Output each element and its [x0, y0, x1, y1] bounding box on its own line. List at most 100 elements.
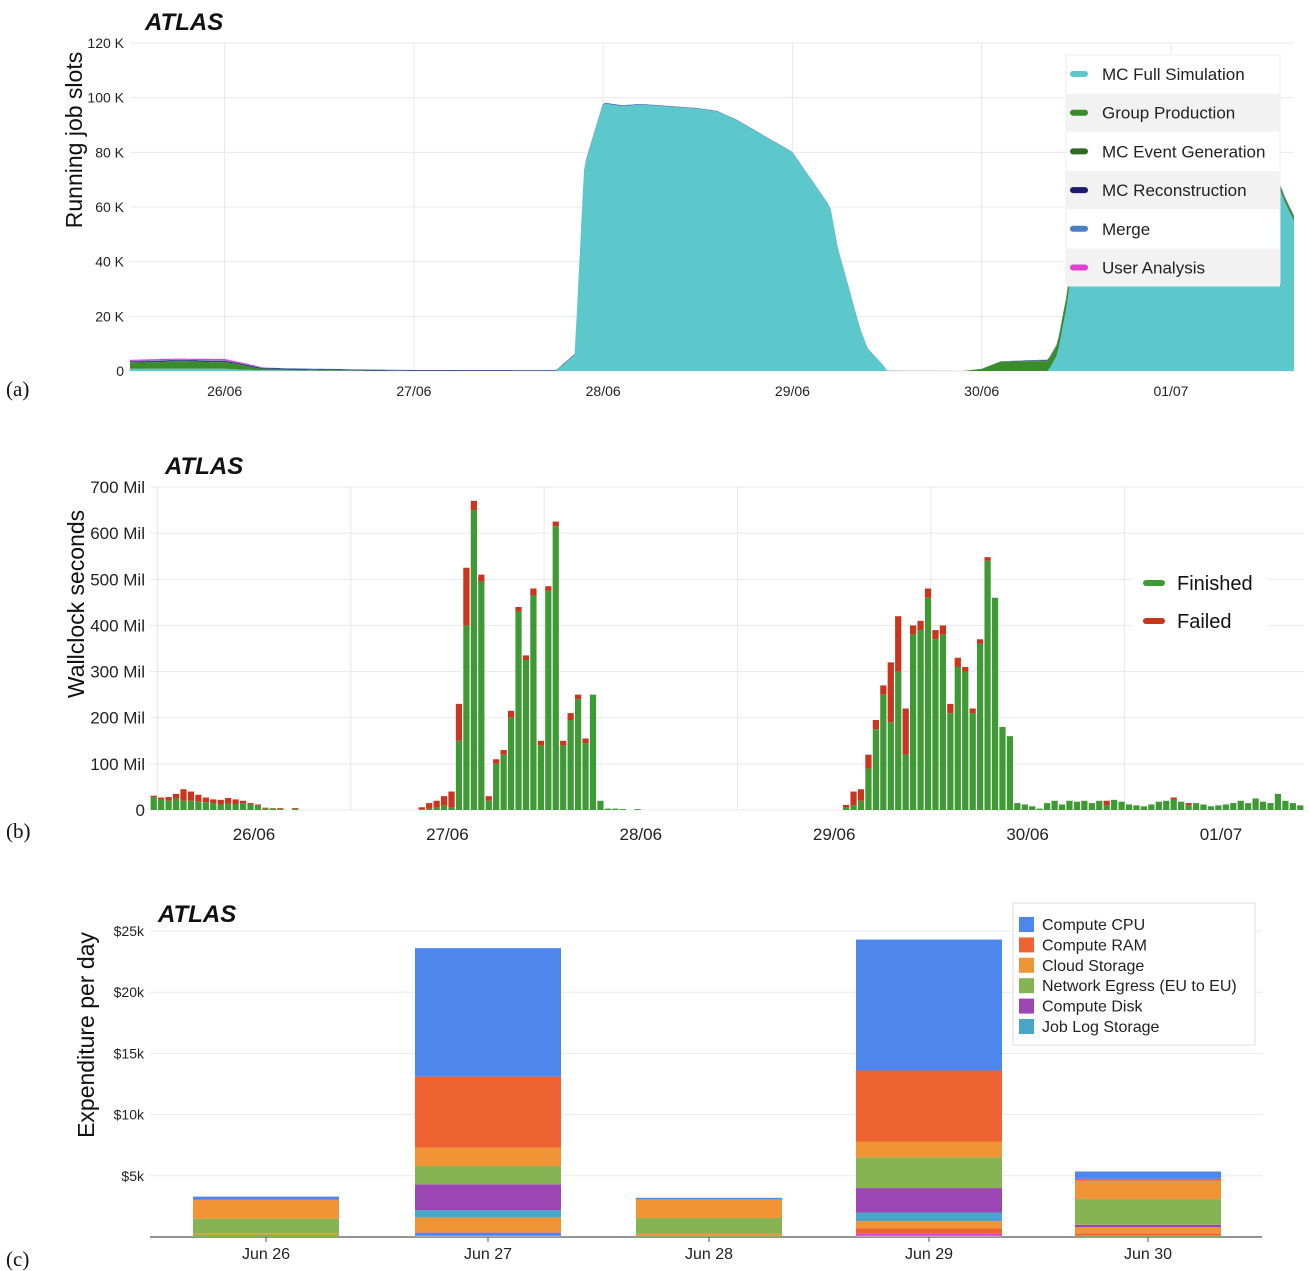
panel-b-bar-failed — [932, 630, 939, 640]
panel-b-bar-finished — [612, 808, 619, 810]
panel-b-bar-failed — [857, 789, 865, 801]
panel-b-legend-swatch — [1143, 618, 1165, 624]
panel-b-bar-failed — [582, 738, 589, 744]
panel-b-bar-finished — [1245, 803, 1252, 810]
panel-b-bar-finished — [1036, 808, 1043, 810]
panel-b-bar-failed — [493, 759, 500, 764]
panel-b-bar-finished — [1133, 805, 1140, 810]
panel-b-bar-finished — [433, 807, 440, 810]
panel-b: (b) ATLAS Wallclock seconds 0 100 Mil 200 … — [6, 453, 1304, 844]
panel-b-bar-finished — [515, 611, 522, 810]
panel-c-bar-segment — [415, 1166, 561, 1185]
panel-a-legend-swatch — [1070, 71, 1088, 77]
panel-b-ylabel: Wallclock seconds — [63, 510, 89, 698]
panel-b-bar-finished — [1155, 801, 1162, 810]
panel-b-bar-failed — [515, 606, 522, 612]
panel-b-bar-finished — [545, 590, 552, 810]
panel-c-bar-segment — [1075, 1180, 1221, 1200]
panel-b-bar-finished — [939, 634, 947, 810]
panel-b-bar-finished — [202, 802, 209, 810]
panel-b-bar-finished — [455, 740, 463, 810]
panel-b-bar-finished — [1088, 803, 1095, 810]
panel-b-bar-failed — [180, 789, 187, 801]
panel-b-bar-finished — [1051, 800, 1058, 810]
panel-c-bar-segment — [1075, 1178, 1221, 1181]
panel-c-legend-swatch — [1019, 937, 1034, 953]
panel-a-ytick-label: 20 K — [95, 308, 124, 324]
panel-c-bar-segment — [636, 1199, 782, 1219]
panel-b-bar-failed — [463, 567, 470, 626]
panel-b-bar-finished — [1103, 805, 1110, 810]
panel-a-ylabel: Running job slots — [61, 52, 87, 228]
panel-c-bar-segment — [415, 1217, 561, 1233]
panel-b-bar-failed — [939, 625, 947, 635]
panel-b-ytick-label: 600 Mil — [90, 524, 145, 543]
panel-a-letter: (a) — [6, 377, 29, 401]
panel-b-bar-finished — [932, 639, 939, 810]
panel-b-bar-failed — [560, 740, 567, 746]
panel-b-bar-finished — [418, 809, 425, 810]
panel-a-legend-row-bg — [1066, 171, 1280, 210]
panel-b-bar-finished — [530, 595, 537, 810]
panel-b-bar-finished — [485, 800, 492, 810]
panel-b-bar-finished — [150, 797, 157, 810]
panel-b-bar-finished — [254, 805, 262, 810]
panel-c-legend-swatch — [1019, 998, 1034, 1014]
panel-b-bar-failed — [545, 586, 552, 591]
panel-c-bar-segment — [636, 1233, 782, 1236]
panel-b-bar-finished — [895, 671, 902, 810]
panel-b-bar-finished — [1148, 804, 1155, 810]
panel-b-bar-failed — [902, 708, 909, 755]
panel-a-legend-label: MC Event Generation — [1102, 142, 1265, 161]
panel-b-plot — [150, 500, 1304, 810]
panel-c-bar-segment — [856, 1070, 1002, 1142]
panel-b-bar-failed — [910, 625, 917, 635]
panel-b-bar-failed — [924, 588, 932, 598]
panel-c-bar-segment — [856, 1141, 1002, 1158]
panel-b-bar-failed — [977, 639, 984, 644]
panel-b-bar-failed — [537, 740, 544, 746]
panel-b-bar-failed — [895, 616, 902, 672]
panel-b-bar-finished — [537, 745, 544, 810]
panel-c-bar-segment — [193, 1196, 339, 1200]
panel-c: (c) ATLAS Expenditure per day $5k $10k $15… — [6, 901, 1262, 1271]
panel-c-bar-segment — [193, 1233, 339, 1235]
panel-b-bar-failed — [522, 655, 530, 661]
panel-b-bar-failed — [277, 808, 284, 810]
panel-b-bar-failed — [225, 798, 232, 804]
panel-c-bar-segment — [856, 1228, 1002, 1234]
panel-b-bar-finished — [1178, 801, 1185, 810]
panel-b-bar-finished — [217, 804, 224, 810]
panel-b-bar-finished — [560, 745, 567, 810]
panel-b-bar-finished — [440, 805, 448, 810]
panel-b-bar-failed — [440, 796, 448, 806]
panel-b-bar-finished — [917, 630, 924, 810]
panel-b-ytick-label: 100 Mil — [90, 755, 145, 774]
panel-c-xtick-label: Jun 26 — [242, 1246, 290, 1263]
panel-c-bar-segment — [856, 1157, 1002, 1189]
panel-a-series-area — [130, 103, 1294, 371]
panel-b-legend-box — [1132, 562, 1268, 640]
panel-b-bar-finished — [247, 804, 254, 810]
panel-b-bar-finished — [239, 803, 247, 810]
panel-b-bar-finished — [1163, 800, 1170, 810]
panel-b-bar-finished — [1140, 806, 1148, 810]
panel-b-bar-finished — [1044, 803, 1051, 810]
panel-a-xtick-label: 27/06 — [396, 383, 431, 399]
panel-a-ytick-label: 80 K — [95, 144, 124, 160]
panel-c-plot — [193, 939, 1221, 1237]
panel-a-legend-row-bg — [1066, 93, 1280, 132]
panel-b-bar-failed — [195, 794, 202, 802]
panel-b-xtick-label: 01/07 — [1200, 825, 1243, 844]
panel-c-legend-label: Compute RAM — [1042, 937, 1147, 954]
panel-b-bar-finished — [574, 699, 582, 810]
panel-b-ytick-label: 400 Mil — [90, 616, 145, 635]
panel-b-bar-finished — [597, 800, 604, 810]
panel-b-bar-failed — [567, 713, 574, 721]
panel-c-bar-segment — [193, 1199, 339, 1201]
panel-b-xtick-label: 28/06 — [620, 825, 663, 844]
panel-c-xtick-label: Jun 30 — [1124, 1246, 1172, 1263]
panel-b-bar-finished — [1073, 801, 1081, 810]
panel-b-bar-finished — [969, 713, 976, 810]
panel-c-legend-box — [1012, 902, 1256, 1046]
